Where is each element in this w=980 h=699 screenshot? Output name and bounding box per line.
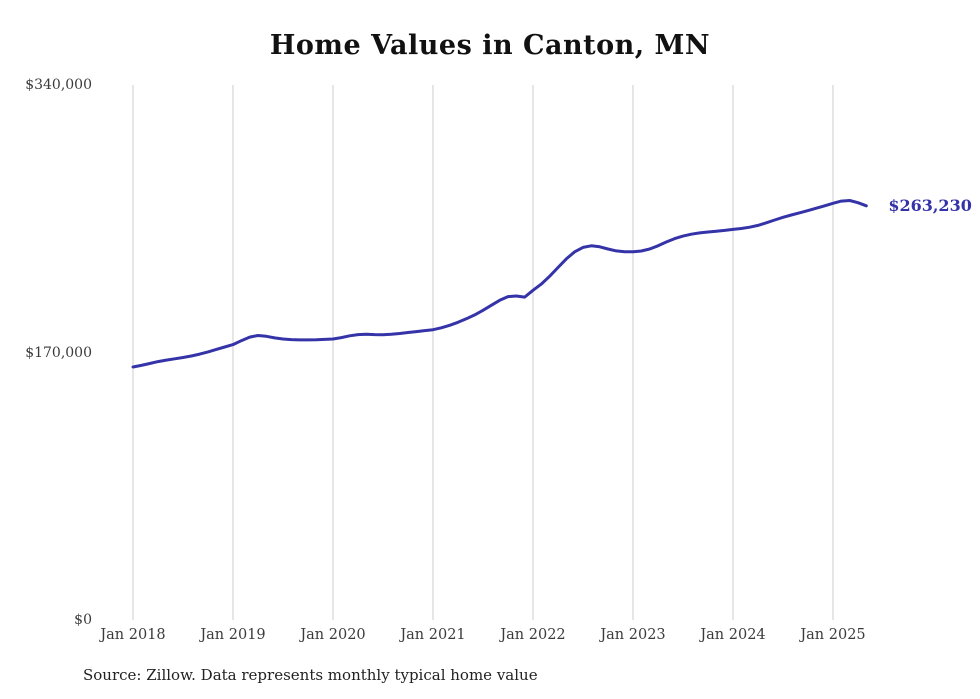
y-axis-label-170000: $170,000 — [25, 344, 92, 361]
x-axis-label-jan-2020: Jan 2020 — [300, 627, 366, 643]
x-axis-label-jan-2025: Jan 2025 — [800, 627, 866, 643]
y-axis-label-340000: $340,000 — [25, 77, 92, 93]
home-value-line — [131, 199, 868, 369]
x-axis-label-jan-2019: Jan 2019 — [200, 627, 266, 643]
x-axis-label-jan-2022: Jan 2022 — [500, 627, 566, 643]
x-axis-label-jan-2021: Jan 2021 — [400, 627, 466, 643]
y-axis-label-0: $0 — [74, 612, 92, 628]
x-axis-label-jan-2023: Jan 2023 — [600, 627, 666, 643]
x-axis-label-jan-2018: Jan 2018 — [100, 627, 166, 643]
x-axis-label-jan-2024: Jan 2024 — [700, 627, 766, 643]
end-value-label: $263,230 — [888, 195, 972, 215]
source-note: Source: Zillow. Data represents monthly … — [83, 666, 538, 684]
chart-title: Home Values in Canton, MN — [269, 30, 711, 61]
